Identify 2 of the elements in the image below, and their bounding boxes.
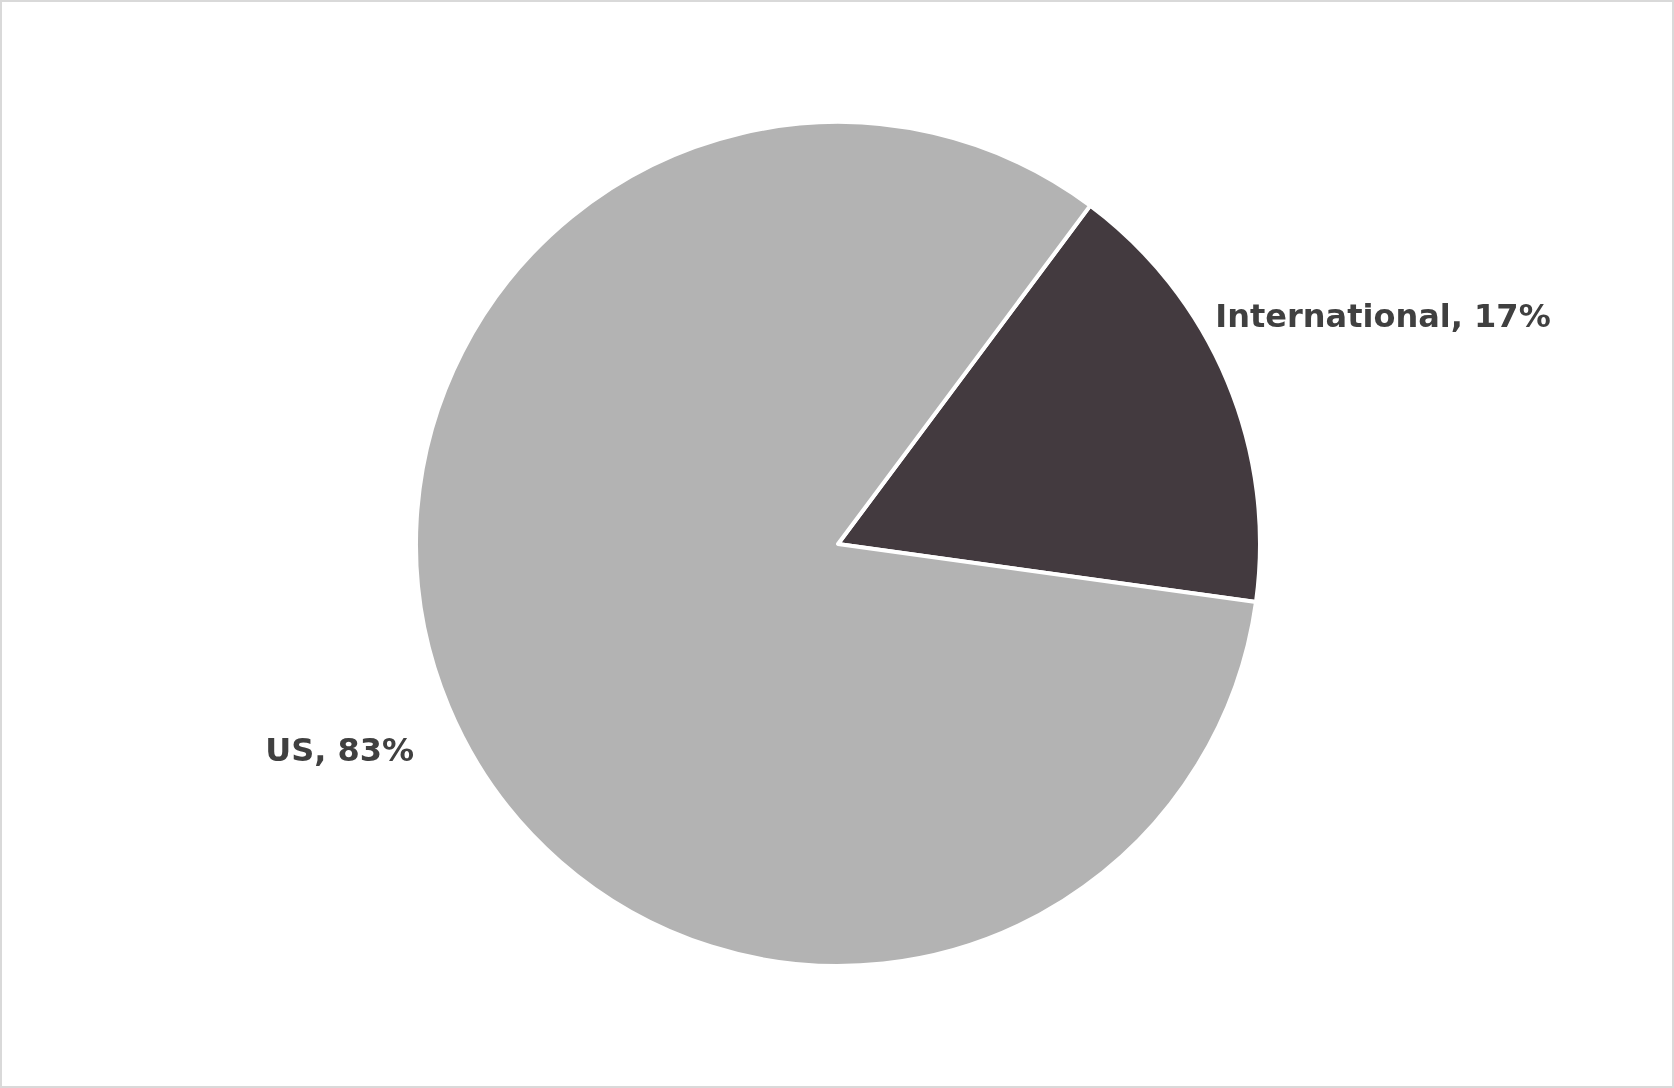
- slice-label: International, 17%: [1214, 297, 1552, 335]
- slice-label: US, 83%: [265, 731, 415, 770]
